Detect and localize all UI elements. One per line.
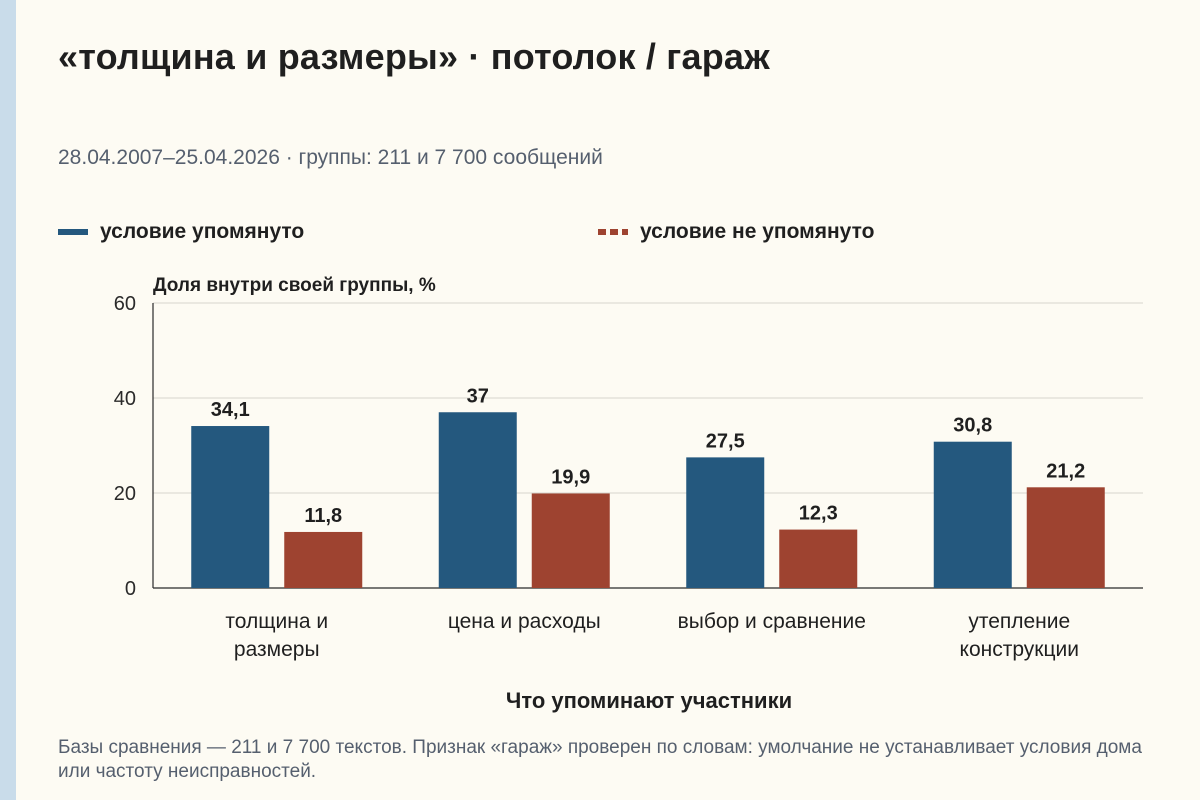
legend-item-not-mentioned: условие не упомянуто xyxy=(598,220,874,244)
y-axis-label: Доля внутри своей группы, % xyxy=(153,275,436,296)
bar-not-mentioned xyxy=(1026,487,1105,588)
bar-not-mentioned xyxy=(284,531,363,588)
left-accent-strip xyxy=(0,0,16,800)
y-tick-label: 60 xyxy=(114,293,136,315)
data-label: 21,2 xyxy=(1046,460,1085,482)
data-label: 37 xyxy=(467,385,489,407)
data-label: 12,3 xyxy=(799,503,838,525)
bar-mentioned xyxy=(438,412,517,588)
x-axis-label: Что упоминают участники xyxy=(506,688,792,713)
bar-mentioned xyxy=(933,441,1012,588)
x-tick-label: толщина и размеры xyxy=(225,610,328,661)
page-subtitle: 28.04.2007–25.04.2026 · группы: 211 и 7 … xyxy=(58,146,603,169)
bar-mentioned xyxy=(686,457,765,588)
y-tick-label: 20 xyxy=(114,483,136,505)
legend-swatch-not-mentioned xyxy=(598,229,628,235)
bar-not-mentioned xyxy=(531,493,610,588)
bar-mentioned xyxy=(191,426,270,588)
bar-not-mentioned xyxy=(779,529,858,588)
data-label: 34,1 xyxy=(211,399,250,421)
bars xyxy=(191,412,1105,588)
y-tick-label: 0 xyxy=(125,578,136,600)
x-tick-label: утепление конструкции xyxy=(960,610,1079,661)
page-title: «толщина и размеры» · потолок / гараж xyxy=(58,36,770,77)
legend-item-mentioned: условие упомянуто xyxy=(58,220,304,244)
legend-label-not-mentioned: условие не упомянуто xyxy=(640,220,875,243)
labels: 34,1 11,8 толщина и размеры 37 19,9 цена и рас… xyxy=(211,385,1085,661)
legend-swatch-mentioned xyxy=(58,229,88,235)
data-label: 19,9 xyxy=(551,466,590,488)
data-label: 27,5 xyxy=(706,430,745,452)
data-label: 30,8 xyxy=(953,415,992,437)
x-tick-label: выбор и сравнение xyxy=(678,610,866,633)
footnote: Базы сравнения — 211 и 7 700 текстов. Пр… xyxy=(58,737,1142,782)
data-label: 11,8 xyxy=(304,505,342,527)
y-tick-label: 40 xyxy=(114,388,136,410)
x-tick-label: цена и расходы xyxy=(448,610,601,633)
legend-label-mentioned: условие упомянуто xyxy=(100,220,305,243)
